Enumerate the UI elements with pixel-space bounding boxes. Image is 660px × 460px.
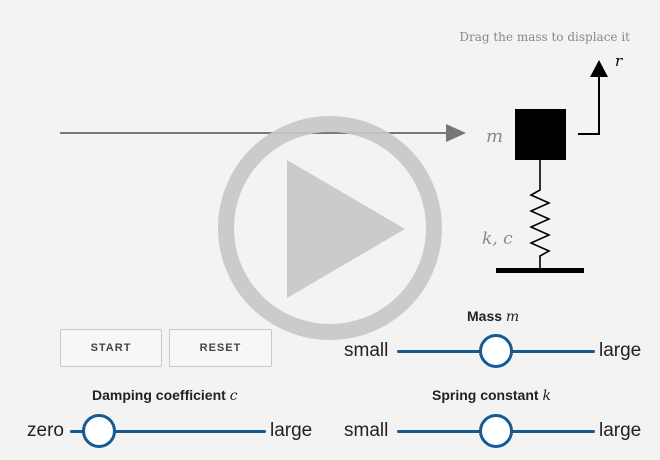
spring-label: k, c [482, 229, 513, 249]
damping-slider-track[interactable] [70, 430, 266, 433]
damping-title-text: Damping coefficient [92, 387, 226, 403]
start-button[interactable]: START [60, 329, 162, 367]
spring-max-label: large [599, 420, 642, 441]
mass-block[interactable] [515, 109, 566, 160]
signal-arrowhead [446, 124, 466, 142]
spring-slider-knob[interactable] [479, 414, 513, 448]
mass-slider-knob[interactable] [479, 334, 513, 368]
damping-symbol: c [229, 388, 238, 404]
mass-min-label: small [344, 340, 389, 361]
mass-max-label: large [599, 340, 642, 361]
mass-slider-title: Mass m [467, 308, 519, 325]
response-line [578, 74, 600, 135]
mass-label: m [486, 126, 503, 147]
damping-max-label: large [270, 420, 313, 441]
damping-slider-title: Damping coefficient c [92, 387, 238, 404]
damping-slider-knob[interactable] [82, 414, 117, 448]
reset-button[interactable]: RESET [169, 329, 272, 367]
spring-title-text: Spring constant [432, 387, 539, 403]
play-overlay[interactable] [218, 116, 442, 340]
spring-slider-title: Spring constant k [432, 387, 551, 404]
ground [496, 268, 584, 273]
play-ring [218, 116, 442, 340]
spring-symbol: k [542, 388, 551, 404]
spring [529, 160, 551, 268]
drag-hint: Drag the mass to displace it [459, 30, 630, 44]
response-arrowhead [590, 60, 608, 77]
spring-min-label: small [344, 420, 389, 441]
mass-title-text: Mass [467, 308, 503, 324]
damping-min-label: zero [27, 420, 64, 441]
play-icon [287, 160, 405, 298]
mass-symbol: m [505, 309, 520, 325]
r-label: r [615, 52, 623, 70]
